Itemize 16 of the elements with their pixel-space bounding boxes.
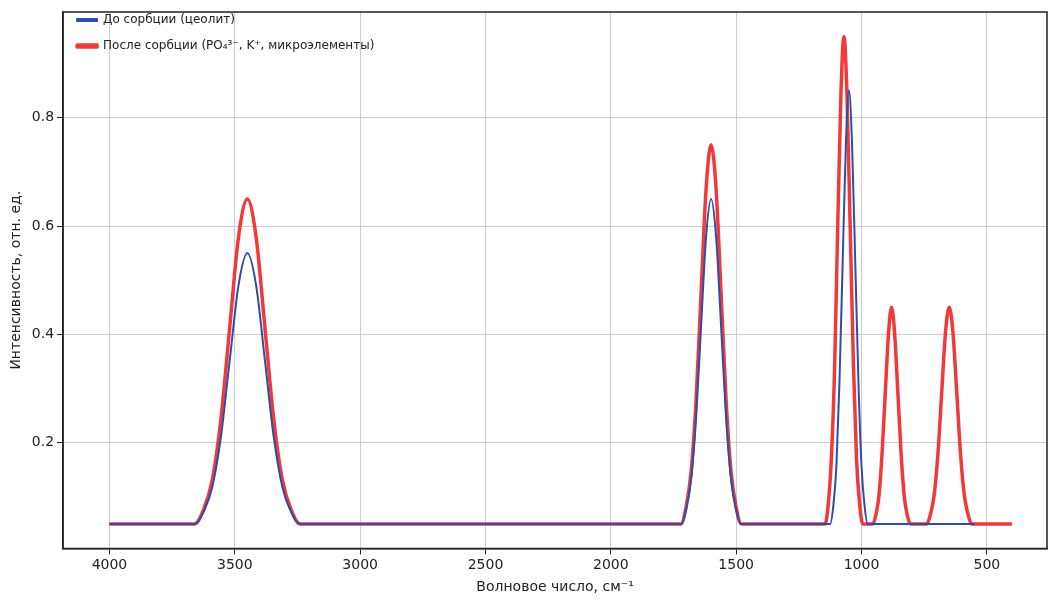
x-tick-label: 2500 [467, 556, 504, 573]
x-axis-title: Волновое число, см⁻¹ [476, 578, 634, 595]
x-tick-label: 3500 [216, 556, 253, 573]
y-tick-label: 0.8 [31, 108, 55, 125]
y-tick-label: 0.2 [31, 433, 55, 450]
y-axis-title: Интенсивность, отн. ед. [7, 190, 24, 370]
x-tick-label: 1500 [718, 556, 754, 573]
x-tick-label: 4000 [91, 556, 128, 573]
x-tick-label: 500 [973, 556, 1001, 573]
x-tick-label: 1000 [843, 556, 880, 573]
x-tick-label: 2000 [592, 556, 629, 573]
legend-label: До сорбции (цеолит) [103, 12, 235, 27]
y-tick-label: 0.4 [31, 325, 55, 342]
x-tick-label: 3000 [342, 556, 378, 573]
y-tick-label: 0.6 [31, 216, 55, 233]
legend-label: После сорбции (PO₄³⁻, K⁺, микроэлементы) [103, 38, 375, 53]
